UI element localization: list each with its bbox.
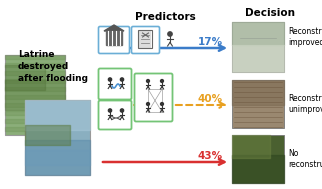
Circle shape xyxy=(120,78,124,81)
FancyBboxPatch shape xyxy=(135,74,173,122)
FancyBboxPatch shape xyxy=(99,68,131,99)
Polygon shape xyxy=(139,30,151,48)
FancyBboxPatch shape xyxy=(232,135,284,183)
Circle shape xyxy=(168,32,172,36)
Text: 17%: 17% xyxy=(197,37,223,47)
Text: Reconstruct
unimproved: Reconstruct unimproved xyxy=(288,94,322,114)
Circle shape xyxy=(147,103,149,105)
Text: Decision: Decision xyxy=(245,8,295,18)
FancyBboxPatch shape xyxy=(25,100,90,175)
FancyBboxPatch shape xyxy=(5,55,65,135)
Circle shape xyxy=(161,80,164,82)
Circle shape xyxy=(147,80,149,82)
FancyBboxPatch shape xyxy=(232,80,284,128)
FancyBboxPatch shape xyxy=(232,22,284,72)
FancyBboxPatch shape xyxy=(99,26,129,53)
Text: 43%: 43% xyxy=(197,151,223,161)
Circle shape xyxy=(161,103,164,105)
Text: 40%: 40% xyxy=(197,94,223,104)
Text: Predictors: Predictors xyxy=(135,12,195,22)
Text: Reconstruct
improved: Reconstruct improved xyxy=(288,27,322,47)
FancyBboxPatch shape xyxy=(99,101,131,129)
Circle shape xyxy=(109,78,112,81)
Circle shape xyxy=(120,109,124,112)
Text: Latrine
destroyed
after flooding: Latrine destroyed after flooding xyxy=(18,50,88,83)
Text: No
reconstruction: No reconstruction xyxy=(288,149,322,169)
Polygon shape xyxy=(106,31,122,45)
FancyBboxPatch shape xyxy=(131,26,159,53)
Polygon shape xyxy=(104,25,124,31)
Circle shape xyxy=(109,109,112,112)
